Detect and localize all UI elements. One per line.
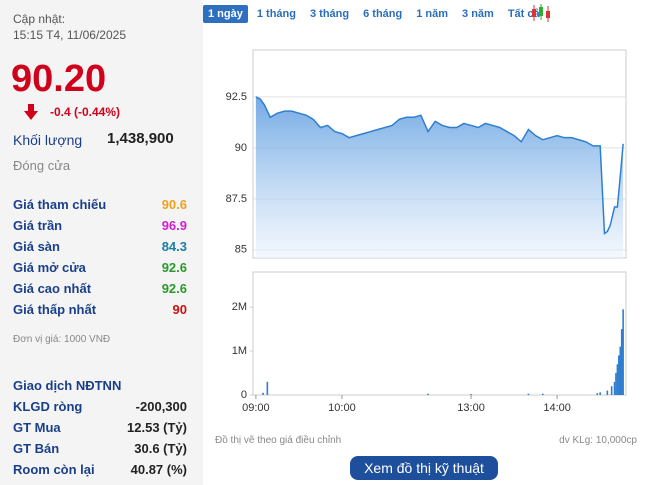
updated-label: Cập nhật: bbox=[13, 12, 66, 26]
price-value: 90 bbox=[172, 302, 187, 317]
tab[interactable]: 1 năm bbox=[416, 8, 449, 20]
price-value: 84.3 bbox=[161, 239, 187, 254]
volume-bar bbox=[619, 346, 622, 395]
y-tick-label: 1M bbox=[232, 345, 247, 357]
tab[interactable]: 1 ngày bbox=[203, 5, 248, 23]
y-tick-label: 2M bbox=[232, 301, 247, 313]
note-left: Đồ thị vẽ theo giá điều chỉnh bbox=[215, 435, 342, 446]
volume-bar bbox=[541, 393, 544, 395]
technical-chart-button[interactable]: Xem đồ thị kỹ thuật bbox=[350, 456, 498, 480]
x-tick-label: 13:00 bbox=[457, 402, 485, 414]
unit-note: Đơn vị giá: 1000 VNĐ bbox=[13, 334, 111, 345]
charts: 85 87.5 90 92.5 0 1M 2M 09:00 10:00 13:00 14:00 bbox=[226, 49, 627, 414]
foreign-value: -200,300 bbox=[135, 399, 187, 414]
tab[interactable]: 3 năm bbox=[462, 8, 494, 20]
volume-bar bbox=[262, 392, 264, 395]
foreign-label: GT Mua bbox=[13, 420, 61, 435]
quote-panel: Cập nhật: 15:15 T4, 11/06/2025 90.20 -0.… bbox=[0, 0, 203, 485]
updated-time: 15:15 T4, 11/06/2025 bbox=[13, 28, 126, 42]
y-tick-label: 87.5 bbox=[226, 193, 247, 205]
price-area bbox=[255, 96, 624, 258]
foreign-value: 40.87 (%) bbox=[130, 462, 187, 477]
tab[interactable]: Tất cả bbox=[507, 8, 540, 20]
price-label: Giá thấp nhất bbox=[13, 302, 97, 317]
tab[interactable]: 1 tháng bbox=[256, 8, 296, 20]
price-label: Giá trần bbox=[13, 218, 63, 233]
plot-frame bbox=[252, 271, 627, 396]
price-label: Giá tham chiếu bbox=[13, 197, 107, 212]
price-label: Giá cao nhất bbox=[13, 281, 92, 296]
price-label: Giá sàn bbox=[13, 239, 60, 254]
foreign-label: KLGD ròng bbox=[13, 399, 83, 414]
volume-bar bbox=[266, 381, 269, 395]
note-right: dv KLg: 10,000cp bbox=[559, 435, 637, 446]
candle-icon bbox=[532, 4, 550, 22]
volume-label: Khối lượng bbox=[13, 132, 83, 148]
price: 90.20 bbox=[11, 58, 107, 100]
y-tick-label: 90 bbox=[235, 142, 247, 154]
price-label: Giá mở cửa bbox=[13, 260, 86, 275]
volume-bar bbox=[616, 364, 619, 395]
volume-bar bbox=[622, 309, 624, 395]
foreign-label: GT Bán bbox=[13, 441, 60, 456]
foreign-value: 12.53 (Tỷ) bbox=[127, 420, 187, 435]
volume-bar bbox=[620, 329, 623, 395]
foreign-title: Giao dịch NĐTNN bbox=[13, 378, 122, 393]
status: Đóng cửa bbox=[13, 158, 71, 173]
y-tick-label: 85 bbox=[235, 244, 247, 256]
volume-bar bbox=[596, 393, 599, 395]
volume-bar bbox=[599, 392, 601, 395]
price-value: 96.9 bbox=[161, 218, 187, 233]
volume-bar bbox=[610, 386, 613, 395]
volume-bar bbox=[606, 390, 609, 395]
volume-bar bbox=[618, 355, 620, 395]
price-value: 92.6 bbox=[161, 260, 187, 275]
tab[interactable]: 6 tháng bbox=[363, 8, 403, 20]
x-tick-label: 09:00 bbox=[242, 402, 270, 414]
volume-bar bbox=[613, 381, 616, 395]
price-value: 90.6 bbox=[161, 197, 187, 212]
volume-bar bbox=[427, 393, 429, 395]
tabs: 1 ngày 1 tháng 3 tháng 6 tháng 1 năm 3 năm Tất… bbox=[203, 5, 545, 23]
volume-bar bbox=[615, 373, 617, 395]
volume-bar bbox=[527, 393, 530, 395]
tab[interactable]: 3 tháng bbox=[309, 8, 350, 20]
x-tick-label: 14:00 bbox=[543, 402, 571, 414]
volume-bar bbox=[470, 394, 472, 395]
change: -0.4 (-0.44%) bbox=[50, 105, 121, 119]
x-tick-label: 10:00 bbox=[328, 402, 356, 414]
y-tick-label: 92.5 bbox=[226, 91, 247, 103]
down-arrow bbox=[24, 104, 38, 120]
price-value: 92.6 bbox=[161, 281, 187, 296]
y-tick-label: 0 bbox=[241, 389, 247, 401]
volume: 1,438,900 bbox=[107, 130, 174, 147]
price-line bbox=[255, 96, 624, 235]
foreign-label: Room còn lại bbox=[13, 462, 95, 477]
foreign-value: 30.6 (Tỷ) bbox=[134, 441, 187, 456]
